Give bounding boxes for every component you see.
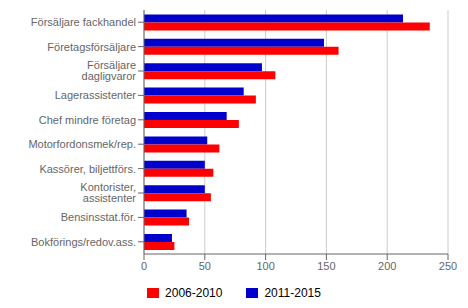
svg-text:Lagerassistenter: Lagerassistenter <box>55 89 137 101</box>
svg-text:Chef mindre företag: Chef mindre företag <box>39 114 136 126</box>
svg-text:250: 250 <box>439 260 457 272</box>
svg-text:Bokförings/redov.ass.: Bokförings/redov.ass. <box>31 236 136 248</box>
html-text:2011-2015: 2011-2015 <box>264 286 321 300</box>
svg-text:0: 0 <box>141 260 147 272</box>
svg-text:100: 100 <box>256 260 274 272</box>
svg-text:200: 200 <box>378 260 396 272</box>
html-text:2006-2010: 2006-2010 <box>165 286 223 300</box>
svg-text:150: 150 <box>317 260 335 272</box>
svg-text:Kassörer, biljettförs.: Kassörer, biljettförs. <box>39 163 136 175</box>
svg-text:Försäljaredagligvaror: Försäljaredagligvaror <box>82 59 137 82</box>
svg-text:Försäljare fackhandel: Försäljare fackhandel <box>31 16 136 28</box>
svg-text:Motorfordonsmek/rep.: Motorfordonsmek/rep. <box>28 138 136 150</box>
svg-text:50: 50 <box>199 260 211 272</box>
svg-text:Företagsförsäljare: Företagsförsäljare <box>47 41 136 53</box>
svg-text:Bensinsstat.för.: Bensinsstat.för. <box>61 211 136 223</box>
svg-text:Kontorister,assistenter: Kontorister,assistenter <box>80 181 136 204</box>
